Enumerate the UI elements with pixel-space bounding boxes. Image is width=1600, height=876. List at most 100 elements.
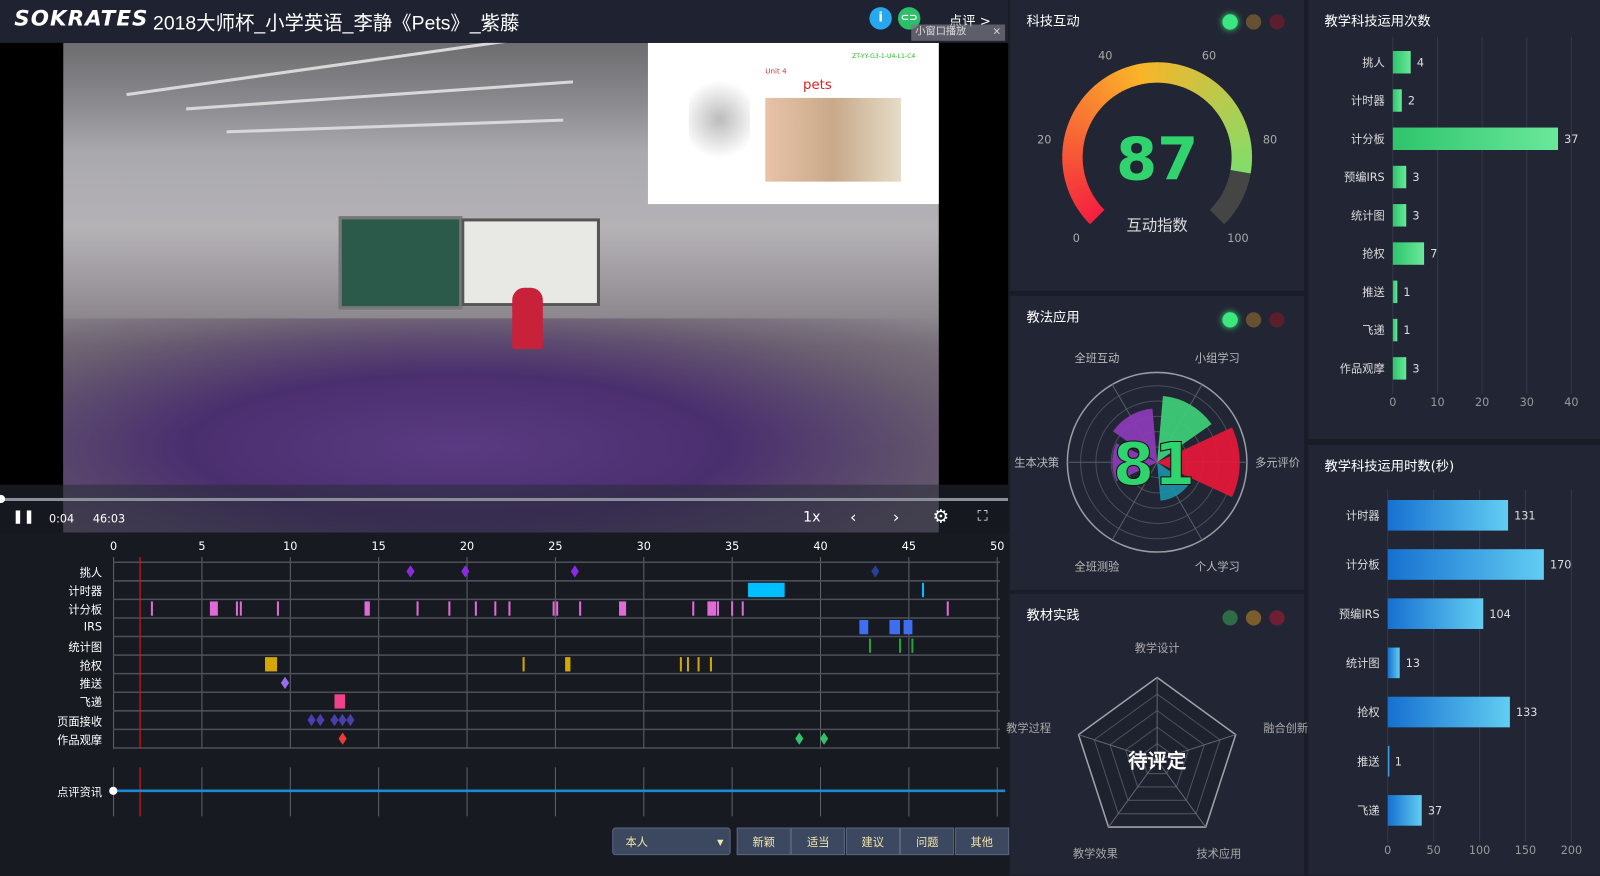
link-icon[interactable]: ⊂⊃ — [897, 7, 921, 30]
panel-title: 教学科技运用时数(秒) — [1324, 459, 1455, 475]
dropdown-arrow-icon: ▼ — [717, 837, 724, 847]
chevron-left-icon[interactable]: ‹ — [849, 507, 857, 527]
event-marker — [239, 601, 242, 616]
timeline-row-label: IRS — [83, 619, 103, 634]
event-marker — [889, 619, 901, 635]
pip-button[interactable]: 小窗口播放 × — [911, 24, 1006, 41]
event-marker — [338, 732, 347, 745]
slide-inset: Unit 4 ZT-YY-G3-1-U4-L1-C4 pets — [647, 42, 939, 205]
event-marker — [209, 601, 218, 616]
axis-tick-label: 45 — [902, 540, 916, 553]
timeline-row-label: 挑人 — [79, 566, 103, 580]
progress-bar[interactable] — [0, 497, 1009, 502]
slide-unit: Unit 4 — [765, 67, 787, 76]
event-marker — [697, 657, 700, 672]
event-marker — [474, 601, 477, 616]
timeline-chart[interactable]: 0 5 10 15 20 25 30 35 40 45 50 — [0, 533, 1008, 876]
gear-icon[interactable]: ⚙ — [932, 506, 950, 528]
speed-button[interactable]: 1x — [803, 509, 821, 526]
panel-teaching-method: 教法应用 — [1010, 295, 1305, 590]
event-marker — [280, 676, 290, 689]
panel-usage-duration: 教学科技运用时数(秒) — [1308, 444, 1600, 876]
axis-tick-label: 30 — [637, 540, 651, 553]
event-marker — [619, 601, 627, 616]
event-marker — [522, 657, 525, 672]
axis-tick-label: 0 — [110, 540, 117, 553]
header-bar: SOKRATES 2018大师杯_小学英语_李静《Pets》_紫藤 i ⊂⊃ 点… — [0, 0, 1009, 43]
event-marker — [899, 638, 902, 653]
event-marker — [416, 601, 419, 616]
event-marker — [731, 601, 734, 616]
timeline-row-label: 页面接收 — [57, 714, 103, 729]
axis-tick-label: 10 — [283, 540, 297, 553]
info-icon[interactable]: i — [869, 7, 892, 30]
timeline-panel — [0, 532, 1009, 876]
event-marker — [556, 601, 559, 616]
comment-button[interactable]: 新颖 — [736, 827, 791, 856]
panel-title: 教法应用 — [1026, 310, 1080, 326]
event-marker — [868, 638, 872, 653]
progress-handle[interactable] — [0, 494, 6, 504]
comment-button[interactable]: 其他 — [954, 827, 1009, 856]
event-marker — [716, 601, 720, 616]
event-marker — [679, 657, 682, 672]
event-marker — [686, 657, 689, 672]
event-marker — [330, 713, 339, 727]
timeline-row-label: 计时器 — [68, 584, 103, 599]
timeline-row-label: 作品观摩 — [57, 733, 103, 747]
comment-button[interactable]: 问题 — [900, 827, 955, 856]
status-yellow-icon — [1245, 14, 1262, 30]
comment-row-label: 点评资讯 — [57, 785, 103, 799]
comment-button[interactable]: 适当 — [791, 827, 846, 856]
status-red-icon — [1269, 610, 1285, 626]
event-marker — [508, 601, 511, 616]
axis-tick-label: 25 — [548, 540, 562, 553]
axis-tick-label: 5 — [198, 540, 205, 553]
timeline-row-label: 计分板 — [68, 603, 103, 617]
event-marker — [276, 601, 279, 616]
status-yellow-icon — [1245, 610, 1262, 626]
duration: 46:03 — [92, 512, 126, 526]
event-marker — [921, 582, 925, 598]
event-marker — [338, 713, 347, 727]
slide-map — [688, 73, 750, 166]
current-time: 0:04 — [48, 512, 75, 526]
status-green-icon — [1222, 14, 1238, 30]
axis-tick-label: 15 — [372, 540, 386, 553]
close-icon[interactable]: × — [992, 26, 1002, 38]
event-marker — [946, 601, 949, 616]
event-marker — [150, 601, 153, 616]
axis-tick-label: 50 — [990, 540, 1004, 553]
axis-tick-label: 40 — [813, 540, 827, 553]
chevron-right-icon[interactable]: › — [892, 507, 900, 527]
event-marker — [334, 694, 346, 709]
event-marker — [552, 601, 555, 616]
logo: SOKRATES — [14, 6, 149, 31]
slide-image — [765, 97, 902, 182]
panel-title: 教学科技运用次数 — [1324, 14, 1431, 30]
comment-handle — [109, 786, 118, 795]
panel-title: 教材实践 — [1026, 608, 1080, 624]
event-marker — [859, 619, 869, 635]
status-red-icon — [1269, 14, 1285, 30]
panel-title: 科技互动 — [1026, 14, 1080, 30]
event-marker — [748, 582, 785, 598]
timeline-row-label: 统计图 — [68, 640, 103, 654]
slide-code: ZT-YY-G3-1-U4-L1-C4 — [852, 53, 916, 61]
event-marker — [709, 657, 712, 672]
event-marker — [707, 601, 717, 616]
fullscreen-icon[interactable]: ⛶ — [977, 508, 988, 525]
author-select[interactable]: 本人 ▼ — [612, 827, 731, 856]
event-marker — [235, 601, 238, 616]
timeline-row-label: 飞递 — [79, 696, 103, 710]
event-marker — [265, 657, 278, 672]
pause-icon[interactable]: ❚❚ — [12, 509, 35, 525]
event-marker — [461, 565, 470, 578]
comment-button[interactable]: 建议 — [845, 827, 900, 856]
event-marker — [346, 713, 355, 727]
video-player[interactable]: Unit 4 ZT-YY-G3-1-U4-L1-C4 pets ❚❚ 0:04 … — [0, 42, 1009, 533]
status-green-icon — [1222, 312, 1238, 328]
axis-tick-label: 20 — [460, 540, 474, 553]
event-marker — [911, 638, 914, 653]
